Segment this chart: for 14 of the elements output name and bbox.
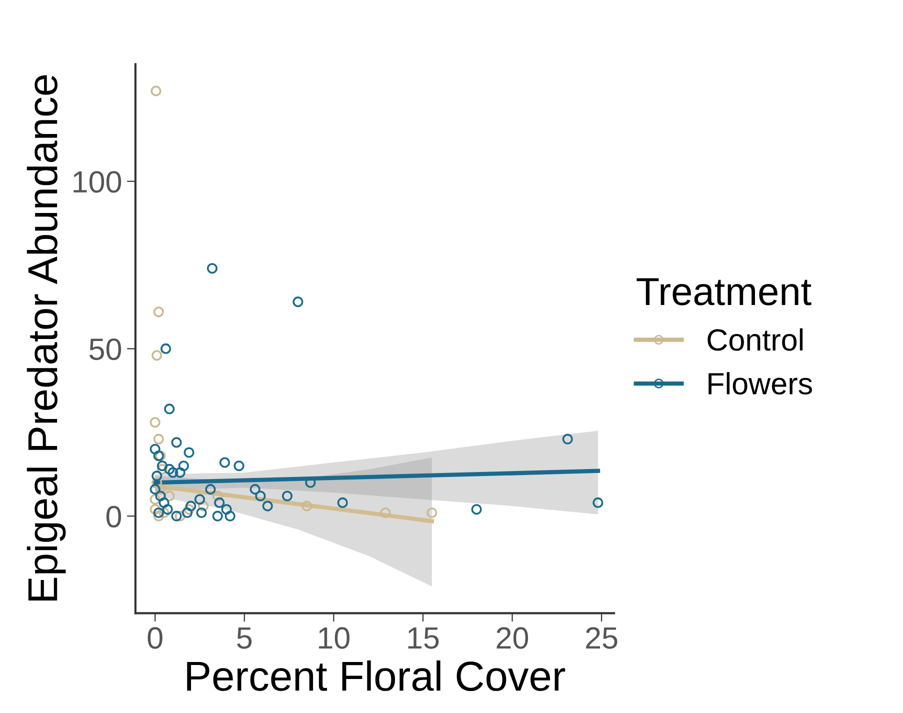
y-tick-label: 100 [74, 171, 122, 193]
y-axis-title: Epigeal Predator Abundance [26, 75, 66, 600]
x-tick-label: 25 [586, 627, 618, 649]
x-axis-title: Percent Floral Cover [187, 660, 566, 692]
x-tick-label: 15 [408, 627, 439, 649]
x-tick-label: 20 [496, 627, 528, 649]
x-tick-label: 5 [237, 627, 252, 649]
x-tick-label: 0 [148, 627, 162, 649]
y-tick-label: 50 [89, 338, 122, 360]
legend-label: Flowers [708, 372, 812, 395]
x-tick-label: 10 [319, 627, 350, 649]
legend-label: Control [708, 328, 803, 351]
legend-title: Treatment [636, 278, 812, 306]
y-tick-label: 0 [106, 506, 122, 528]
